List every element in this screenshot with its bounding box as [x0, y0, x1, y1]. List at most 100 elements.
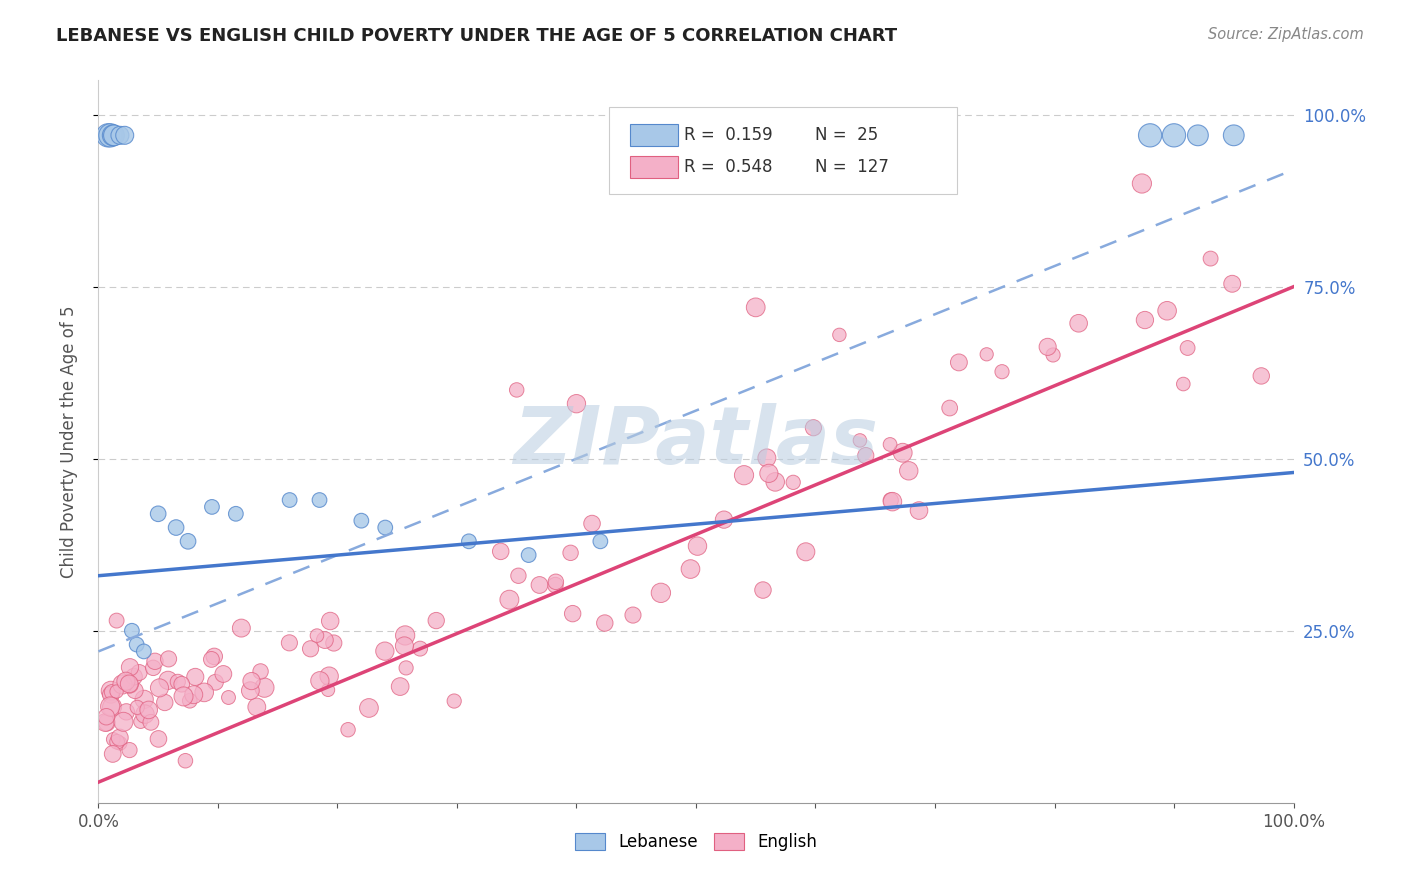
Point — [98, 699, 121, 714]
Point — [565, 397, 588, 411]
Y-axis label: Child Poverty Under the Age of 5: Child Poverty Under the Age of 5 — [59, 305, 77, 578]
Point — [1199, 252, 1222, 266]
Point — [166, 674, 188, 689]
Point — [108, 736, 131, 750]
Point — [395, 661, 418, 675]
Point — [560, 546, 582, 560]
Point — [1250, 368, 1272, 383]
Point — [253, 681, 276, 695]
Point — [278, 493, 301, 508]
Point — [828, 327, 851, 342]
Point — [880, 493, 903, 508]
Point — [173, 690, 195, 704]
Point — [316, 682, 339, 697]
Point — [322, 636, 344, 650]
Point — [118, 677, 141, 691]
Point — [127, 700, 149, 714]
Point — [458, 534, 481, 549]
Point — [938, 401, 960, 415]
Point — [374, 644, 396, 658]
Point — [142, 661, 165, 675]
Point — [782, 475, 804, 490]
Point — [184, 670, 207, 684]
Point — [100, 684, 122, 698]
Point — [165, 520, 187, 534]
Point — [308, 493, 330, 508]
Point — [98, 128, 122, 143]
Point — [193, 685, 215, 699]
Point — [179, 694, 201, 708]
Point — [319, 614, 342, 628]
Point — [389, 680, 412, 694]
Point — [101, 128, 124, 143]
Point — [100, 688, 122, 702]
Point — [278, 636, 301, 650]
Text: N =  25: N = 25 — [815, 126, 879, 145]
Point — [508, 568, 530, 582]
Point — [1156, 303, 1178, 318]
Point — [1067, 316, 1090, 330]
Point — [879, 437, 901, 451]
Point — [713, 513, 735, 527]
Point — [752, 582, 775, 597]
Point — [177, 534, 200, 549]
Point — [157, 673, 180, 688]
Point — [758, 467, 780, 481]
Point — [1133, 313, 1156, 327]
Point — [686, 539, 709, 553]
Point — [394, 639, 416, 653]
Point — [305, 629, 328, 643]
Point — [1187, 128, 1209, 143]
Point — [118, 743, 141, 757]
Point — [212, 667, 235, 681]
Point — [111, 677, 134, 691]
Point — [1173, 377, 1195, 392]
Point — [1139, 128, 1161, 143]
Point — [1042, 348, 1064, 362]
Point — [96, 715, 118, 730]
Point — [544, 578, 567, 592]
Point — [337, 723, 360, 737]
Point — [803, 421, 825, 435]
Point — [148, 681, 170, 695]
Point — [409, 641, 432, 656]
Point — [114, 128, 136, 143]
FancyBboxPatch shape — [630, 124, 678, 146]
Point — [991, 365, 1014, 379]
Text: LEBANESE VS ENGLISH CHILD POVERTY UNDER THE AGE OF 5 CORRELATION CHART: LEBANESE VS ENGLISH CHILD POVERTY UNDER … — [56, 27, 897, 45]
Point — [118, 660, 141, 674]
Point — [134, 707, 156, 722]
Point — [855, 449, 877, 463]
Point — [108, 731, 131, 745]
Point — [122, 670, 145, 684]
Point — [908, 503, 931, 517]
Point — [443, 694, 465, 708]
Point — [134, 692, 156, 706]
Point — [948, 355, 970, 369]
Point — [394, 628, 416, 642]
Point — [129, 714, 152, 729]
Point — [529, 578, 551, 592]
Point — [103, 128, 125, 143]
Point — [118, 677, 141, 691]
Point — [249, 665, 271, 679]
Point — [733, 468, 755, 483]
Point — [200, 652, 222, 666]
Point — [174, 754, 197, 768]
Point — [745, 301, 768, 315]
Text: R =  0.548: R = 0.548 — [685, 158, 772, 176]
Point — [115, 705, 138, 719]
Point — [183, 688, 205, 702]
Point — [1220, 277, 1243, 291]
Point — [96, 710, 118, 724]
Text: R =  0.159: R = 0.159 — [685, 126, 773, 145]
Point — [309, 673, 332, 688]
Point — [121, 624, 143, 638]
Point — [201, 500, 224, 514]
Point — [225, 507, 247, 521]
Point — [794, 545, 817, 559]
Point — [593, 615, 616, 630]
Point — [1130, 177, 1153, 191]
Point — [755, 450, 778, 465]
Point — [506, 383, 529, 397]
